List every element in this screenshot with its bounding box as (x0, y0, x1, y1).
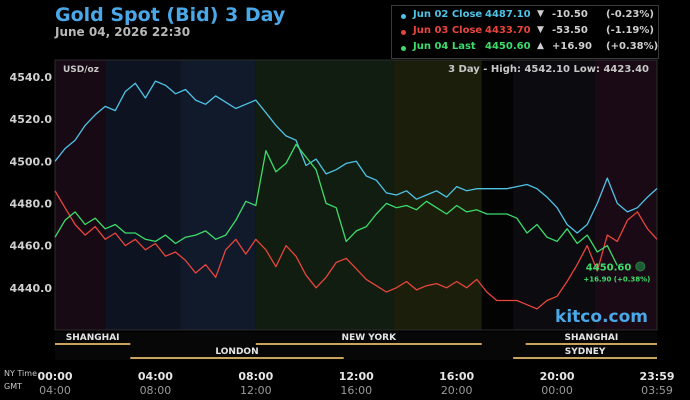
y-tick-label: 4500.0 (10, 155, 53, 168)
arrow-down-icon: ▼ (537, 25, 544, 35)
y-tick-label: 4480.0 (10, 197, 53, 210)
y-tick-label: 4460.0 (10, 240, 53, 253)
gmt-label: GMT (4, 382, 22, 391)
x-tick-label-gmt: 16:00 (340, 384, 372, 397)
arrow-up-icon: ▲ (537, 41, 544, 51)
legend-dot-icon (401, 46, 406, 51)
legend-dot-icon (401, 30, 406, 35)
x-tick-label-ny: 12:00 (339, 370, 374, 383)
legend-label: Jun 03 Close (413, 25, 483, 36)
last-price-marker-icon (635, 261, 646, 272)
legend-label: Jun 04 Last (413, 41, 476, 52)
unit-label: USD/oz (63, 65, 99, 75)
x-tick-label-ny: 20:00 (540, 370, 575, 383)
kitco-watermark: kitco.com (555, 307, 648, 327)
x-tick-label-ny: 08:00 (238, 370, 273, 383)
session-strip (55, 332, 657, 360)
session-band (481, 60, 514, 330)
legend-price: 4450.60 (485, 41, 531, 52)
x-tick-label-ny: 04:00 (138, 370, 173, 383)
session-label: SHANGHAI (564, 333, 618, 343)
y-tick-label: 4520.0 (10, 113, 53, 126)
x-tick-label-gmt: 12:00 (240, 384, 272, 397)
series-line-1 (54, 80, 658, 234)
session-band (393, 60, 482, 330)
x-tick-label-gmt: 03:59 (641, 384, 673, 397)
ny-time-label: NY Time (4, 369, 37, 378)
y-tick-label: 4540.0 (10, 71, 53, 84)
session-label: NEW YORK (342, 333, 398, 343)
y-tick-label: 4440.0 (10, 282, 53, 295)
x-tick-label-gmt: 04:00 (39, 384, 71, 397)
last-price-label: 4450.60 (586, 262, 632, 273)
session-label: SHANGHAI (66, 333, 120, 343)
legend-pct: (-1.19%) (606, 25, 654, 36)
x-tick-label-gmt: 20:00 (441, 384, 473, 397)
plot-frame (54, 59, 658, 331)
session-label: SYDNEY (565, 347, 606, 357)
session-bar (255, 343, 482, 345)
legend-pct: (+0.38%) (606, 41, 659, 52)
series-line-3 (54, 143, 618, 266)
range-stats: 3 Day - High: 4542.10 Low: 4423.40 (448, 64, 649, 75)
legend-dot-icon (401, 14, 406, 19)
session-band (594, 60, 657, 330)
session-bar (525, 343, 657, 345)
arrow-down-icon: ▼ (537, 9, 544, 19)
session-label: LONDON (215, 347, 258, 357)
session-bar (513, 357, 657, 359)
legend-change: -53.50 (552, 25, 588, 36)
x-tick-label-ny: 16:00 (439, 370, 474, 383)
last-change-label: +16.90 (+0.38%) (583, 275, 650, 283)
chart-datetime: June 04, 2026 22:30 (55, 25, 191, 39)
session-band (255, 60, 394, 330)
x-tick-label-gmt: 08:00 (140, 384, 172, 397)
session-band (180, 60, 256, 330)
x-tick-label-ny: 23:59 (639, 370, 674, 383)
session-band (55, 60, 106, 330)
legend-price: 4487.10 (485, 9, 531, 20)
legend-pct: (-0.23%) (606, 9, 654, 20)
session-band (105, 60, 181, 330)
session-bar (130, 357, 344, 359)
legend-box: Jun 02 Close 4487.10 ▼ -10.50 (-0.23%) J… (391, 5, 659, 59)
session-band (513, 60, 595, 330)
x-tick-label-ny: 00:00 (37, 370, 72, 383)
series-line-2 (54, 190, 658, 310)
legend-change: -10.50 (552, 9, 588, 20)
session-bar (55, 343, 131, 345)
legend-price: 4433.70 (485, 25, 531, 36)
x-tick-label-gmt: 00:00 (541, 384, 573, 397)
legend-change: +16.90 (552, 41, 593, 52)
chart-title: Gold Spot (Bid) 3 Day (55, 4, 286, 26)
legend-label: Jun 02 Close (413, 9, 483, 20)
